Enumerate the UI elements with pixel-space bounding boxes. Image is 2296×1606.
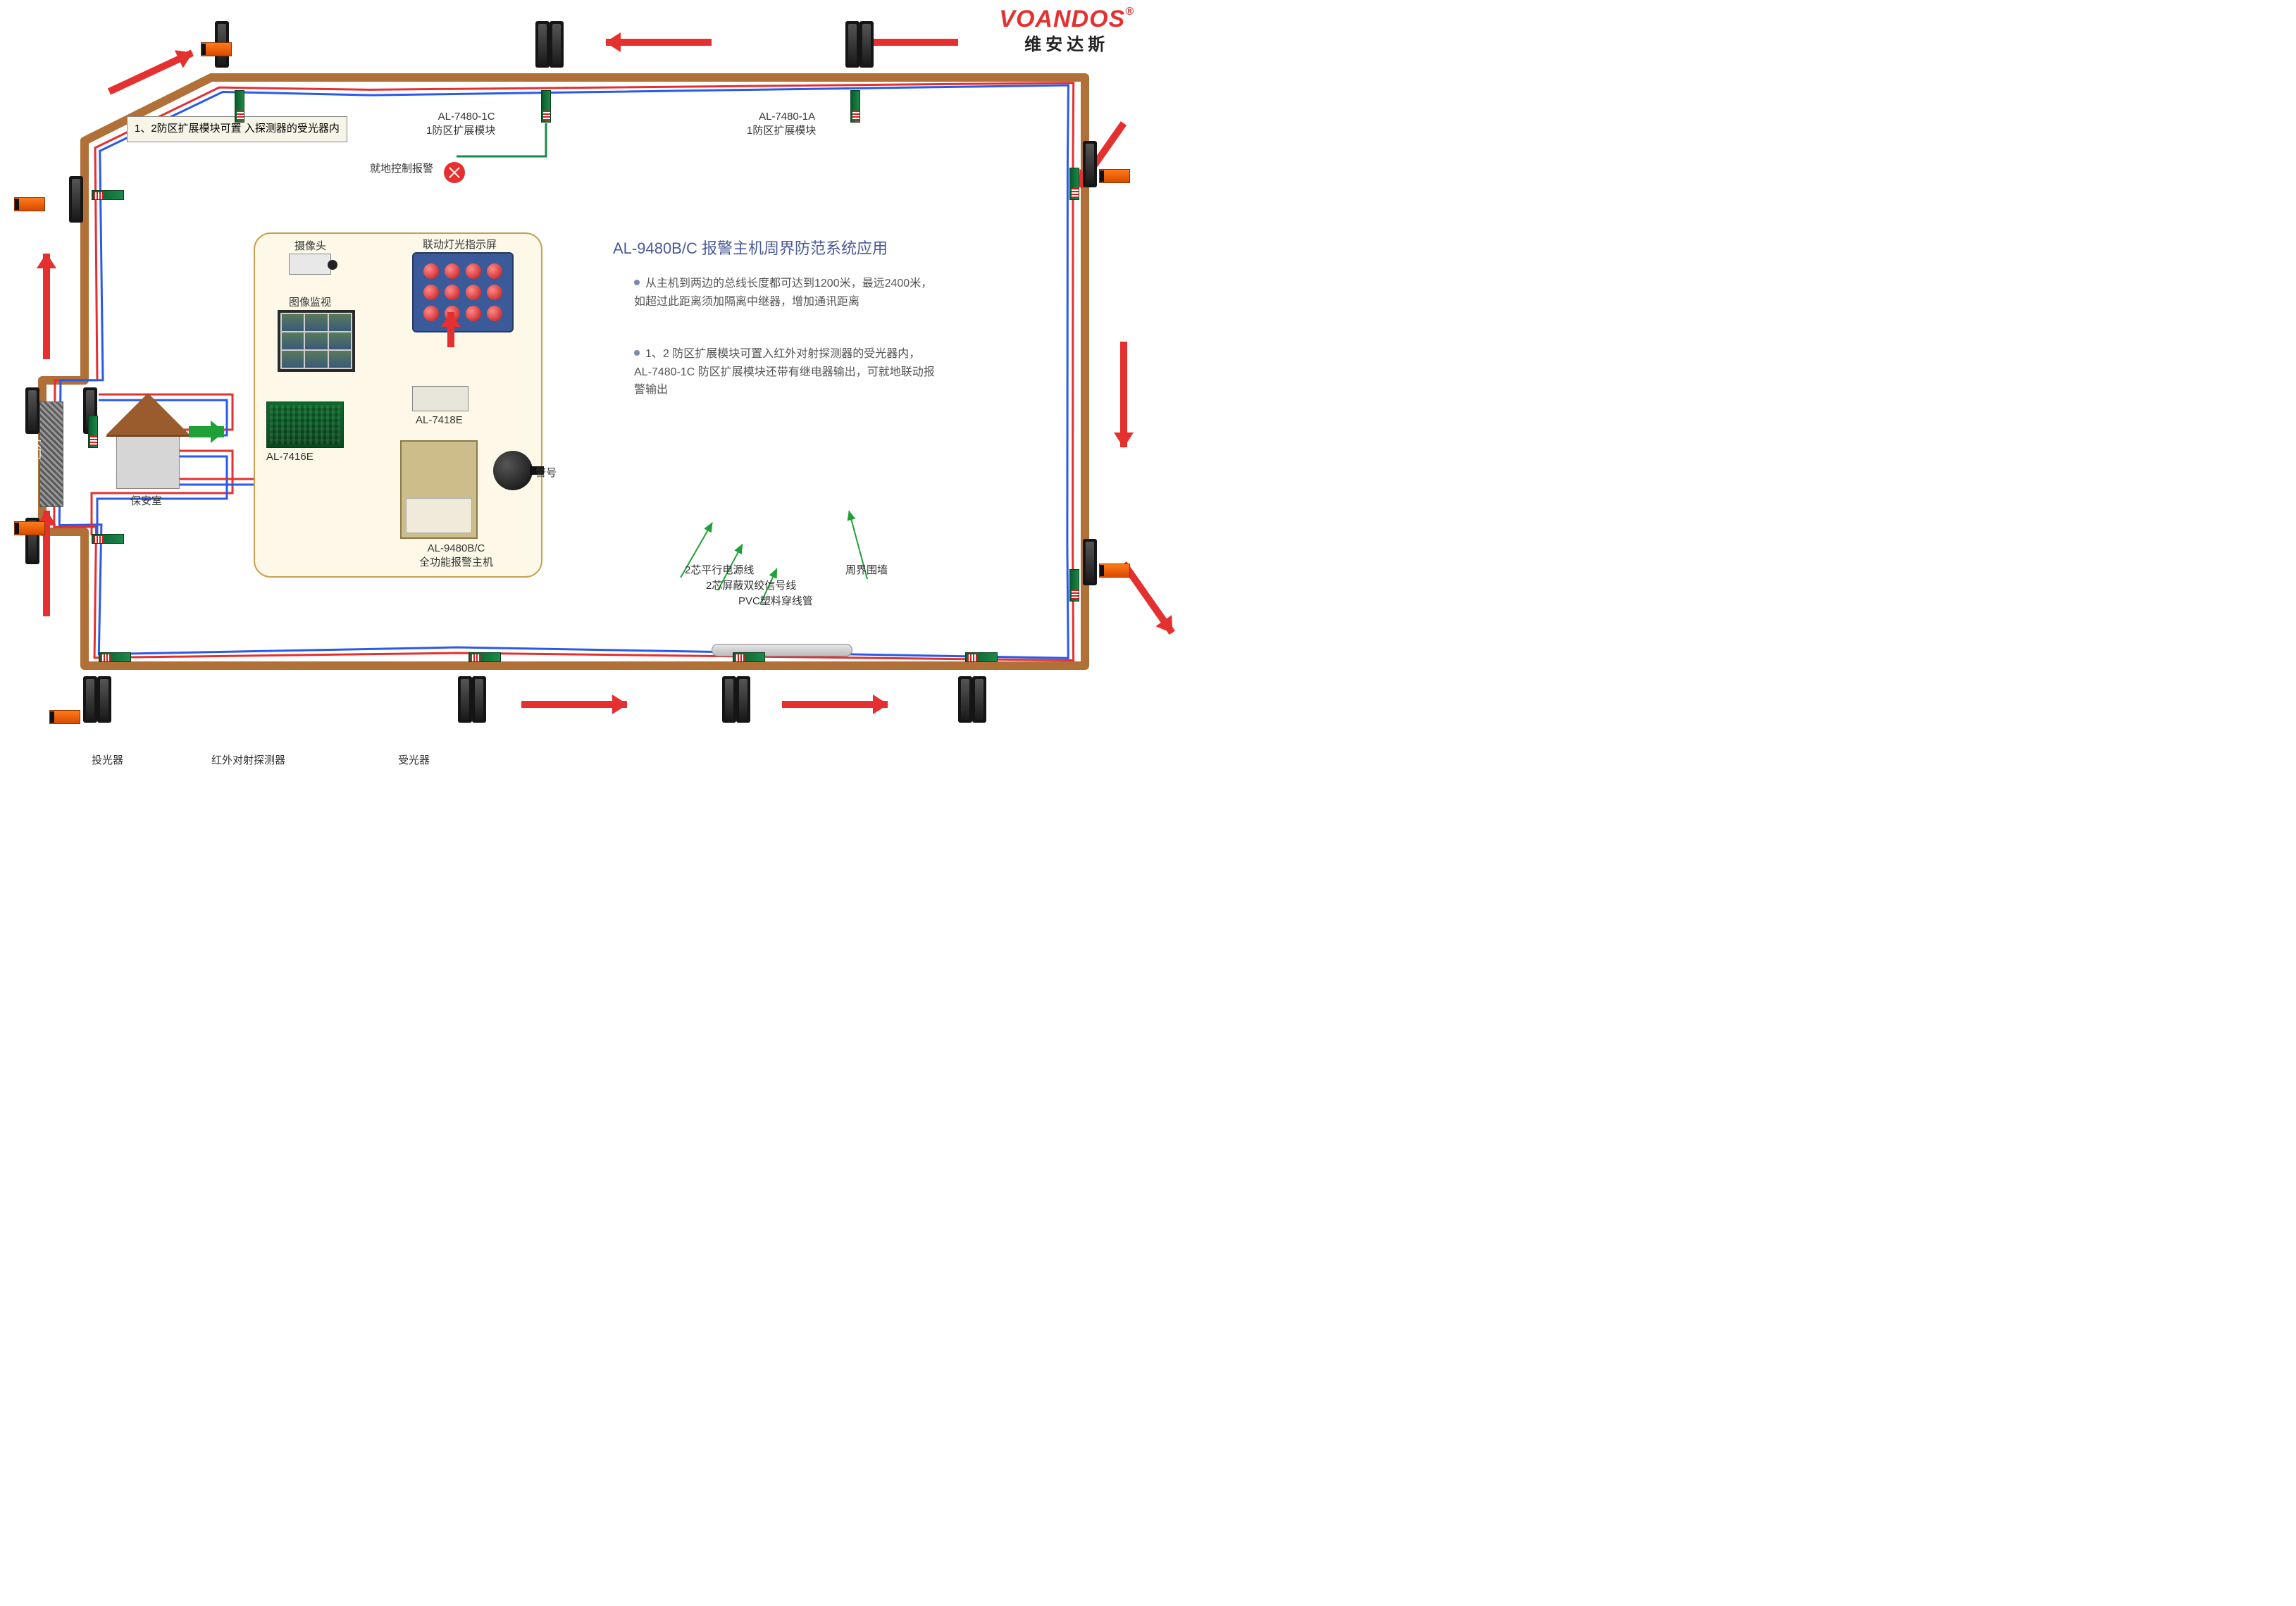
- ir-detector-icon: [97, 676, 111, 723]
- led-icon: [445, 285, 460, 300]
- zone-module-icon: [541, 90, 551, 123]
- ir-detector-icon: [736, 676, 750, 723]
- direction-arrow-icon: [1120, 342, 1127, 447]
- led-icon: [423, 285, 439, 300]
- label-local-alarm: 就地控制报警: [370, 161, 433, 175]
- led-icon: [487, 285, 502, 300]
- gate-icon: [39, 402, 63, 507]
- ir-detector-icon: [958, 676, 972, 723]
- legend-label: PVC塑料穿线管: [738, 593, 813, 608]
- legend-label: 2芯平行电源线: [685, 562, 754, 577]
- zone-module-icon: [733, 652, 765, 662]
- legend-label: 周界围墙: [845, 562, 888, 577]
- detector-orange-icon: [49, 710, 80, 724]
- zone-module-icon: [965, 652, 998, 662]
- ir-detector-icon: [860, 21, 874, 68]
- led-icon: [466, 263, 481, 279]
- ir-detector-icon: [25, 387, 39, 434]
- alarm-x-icon: [444, 162, 465, 183]
- ir-detector-icon: [845, 21, 860, 68]
- bullet-dot-icon: [634, 350, 640, 356]
- zone-module-icon: [99, 652, 131, 662]
- ir-detector-icon: [83, 676, 97, 723]
- bottom-label: 受光器: [398, 752, 430, 767]
- led-icon: [487, 306, 502, 321]
- diagram-canvas: VOANDOS® 维安达斯 AL-9480B/C 报警主机周界防范系统应用 从主…: [0, 0, 1148, 803]
- bottom-label: 投光器: [92, 752, 123, 767]
- zone-module-icon: [1069, 168, 1079, 200]
- ir-detector-icon: [1083, 539, 1097, 585]
- led-icon: [466, 285, 481, 300]
- direction-arrow-icon: [521, 701, 627, 708]
- host-box: [400, 440, 478, 539]
- label-led-panel: 联动灯光指示屏: [423, 237, 497, 251]
- box-al7418e: [412, 386, 468, 411]
- ir-detector-icon: [69, 176, 83, 223]
- label-al7480-1c: AL-7480-1C1防区扩展模块: [426, 99, 495, 149]
- detector-orange-icon: [201, 42, 232, 56]
- label-guard: 保安室: [130, 493, 162, 508]
- system-title: AL-9480B/C 报警主机周界防范系统应用: [613, 236, 888, 259]
- detector-orange-icon: [1099, 169, 1130, 183]
- ir-detector-icon: [1083, 141, 1097, 187]
- ir-detector-icon: [472, 676, 486, 723]
- led-icon: [423, 263, 439, 279]
- zone-module-icon: [235, 90, 244, 123]
- led-icon: [466, 306, 481, 321]
- detector-orange-icon: [14, 521, 45, 535]
- ir-detector-icon: [722, 676, 736, 723]
- direction-arrow-icon: [606, 39, 712, 46]
- label-gate: 大门: [25, 437, 42, 459]
- label-al7418e: AL-7418E: [416, 414, 463, 426]
- label-camera: 摄像头: [294, 238, 326, 253]
- legend-label: 2芯屏蔽双绞信号线: [706, 578, 796, 592]
- zone-module-icon: [92, 534, 124, 544]
- label-al7480-1a: AL-7480-1A1防区扩展模块: [747, 99, 816, 149]
- bullet-1: 从主机到两边的总线长度都可达到1200米，最远2400米，如超过此距离须加隔离中…: [634, 275, 937, 311]
- bottom-label: 红外对射探测器: [211, 752, 285, 767]
- zone-module-icon: [1069, 569, 1079, 602]
- ir-detector-icon: [550, 21, 564, 68]
- camera-icon: [289, 254, 331, 275]
- label-siren: 警号: [535, 465, 557, 480]
- direction-arrow-icon: [782, 701, 888, 708]
- guard-house-icon: [106, 393, 190, 489]
- zone-module-icon: [468, 652, 501, 662]
- led-icon: [423, 306, 439, 321]
- zone-module-icon: [850, 90, 860, 123]
- ir-detector-icon: [972, 676, 986, 723]
- detector-orange-icon: [14, 197, 45, 211]
- led-panel: [412, 252, 514, 332]
- direction-arrow-icon: [43, 254, 50, 359]
- bullet-2: 1、2 防区扩展模块可置入红外对射探测器的受光器内，AL-7480-1C 防区扩…: [634, 345, 937, 399]
- label-al7416e: AL-7416E: [266, 451, 314, 463]
- flow-arrow-icon: [189, 426, 224, 437]
- detector-orange-icon: [1099, 564, 1130, 578]
- led-icon: [445, 263, 460, 279]
- ir-detector-icon: [458, 676, 472, 723]
- led-icon: [487, 263, 502, 279]
- ir-detector-icon: [535, 21, 550, 68]
- label-host: AL-9480B/C 全功能报警主机: [419, 542, 493, 569]
- pcb-al7416e: [266, 402, 344, 448]
- siren-icon: [493, 451, 533, 490]
- bullet-dot-icon: [634, 280, 640, 285]
- zone-module-icon: [88, 416, 98, 448]
- monitor-icon: [278, 310, 355, 372]
- zone-module-icon: [92, 190, 124, 200]
- label-monitor: 图像监视: [289, 294, 331, 309]
- direction-arrow-icon: [447, 312, 454, 347]
